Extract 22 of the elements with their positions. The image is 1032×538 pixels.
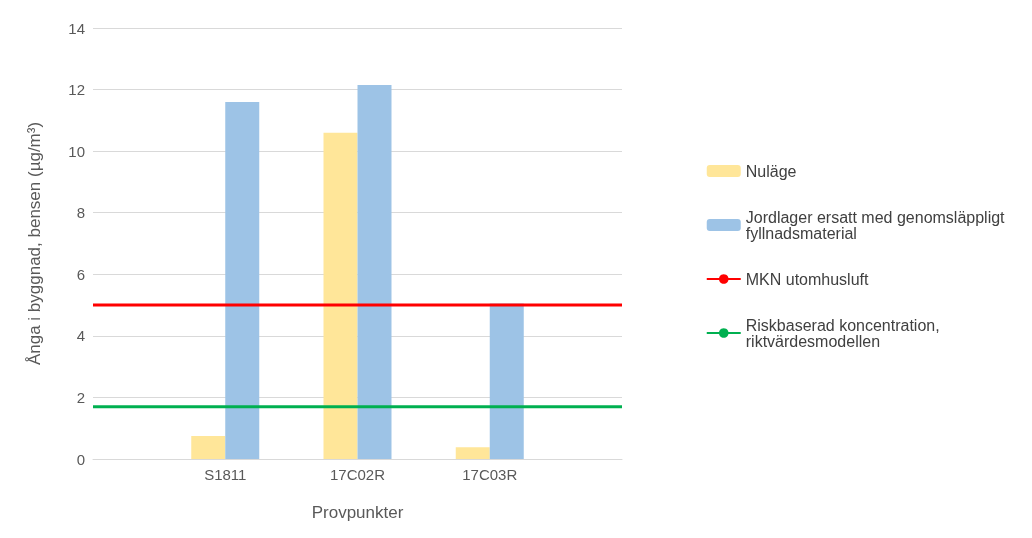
y-axis-title: Ånga i byggnad, bensen (µg/m³) bbox=[25, 121, 44, 366]
bar bbox=[357, 84, 392, 459]
legend-label: Jordlager ersatt med genomsläppligt fyllnadsmaterial bbox=[745, 208, 1009, 242]
legend-label: Nuläge bbox=[745, 162, 797, 180]
bar bbox=[323, 132, 358, 459]
y-tick-label: 2 bbox=[76, 388, 85, 406]
bar bbox=[455, 447, 490, 459]
legend-label: MKN utomhusluft bbox=[745, 270, 870, 288]
x-tick-label: 17C03R bbox=[462, 466, 518, 483]
x-tick-label: 17C02R bbox=[329, 466, 386, 483]
y-tick-label: 10 bbox=[68, 142, 85, 160]
y-tick-label: 4 bbox=[76, 327, 85, 345]
bar bbox=[191, 435, 226, 459]
x-tick-label: S1811 bbox=[204, 466, 247, 483]
y-tick-label: 8 bbox=[76, 204, 85, 222]
y-tick-label: 14 bbox=[68, 19, 85, 37]
y-tick-label: 6 bbox=[76, 265, 85, 283]
y-tick-label: 12 bbox=[68, 81, 85, 99]
bar bbox=[225, 101, 260, 459]
y-tick-label: 0 bbox=[76, 450, 85, 468]
x-axis-title: Provpunkter bbox=[311, 503, 404, 522]
legend-label: Riskbaserad koncentration, riktvärdesmodellen bbox=[745, 316, 945, 350]
